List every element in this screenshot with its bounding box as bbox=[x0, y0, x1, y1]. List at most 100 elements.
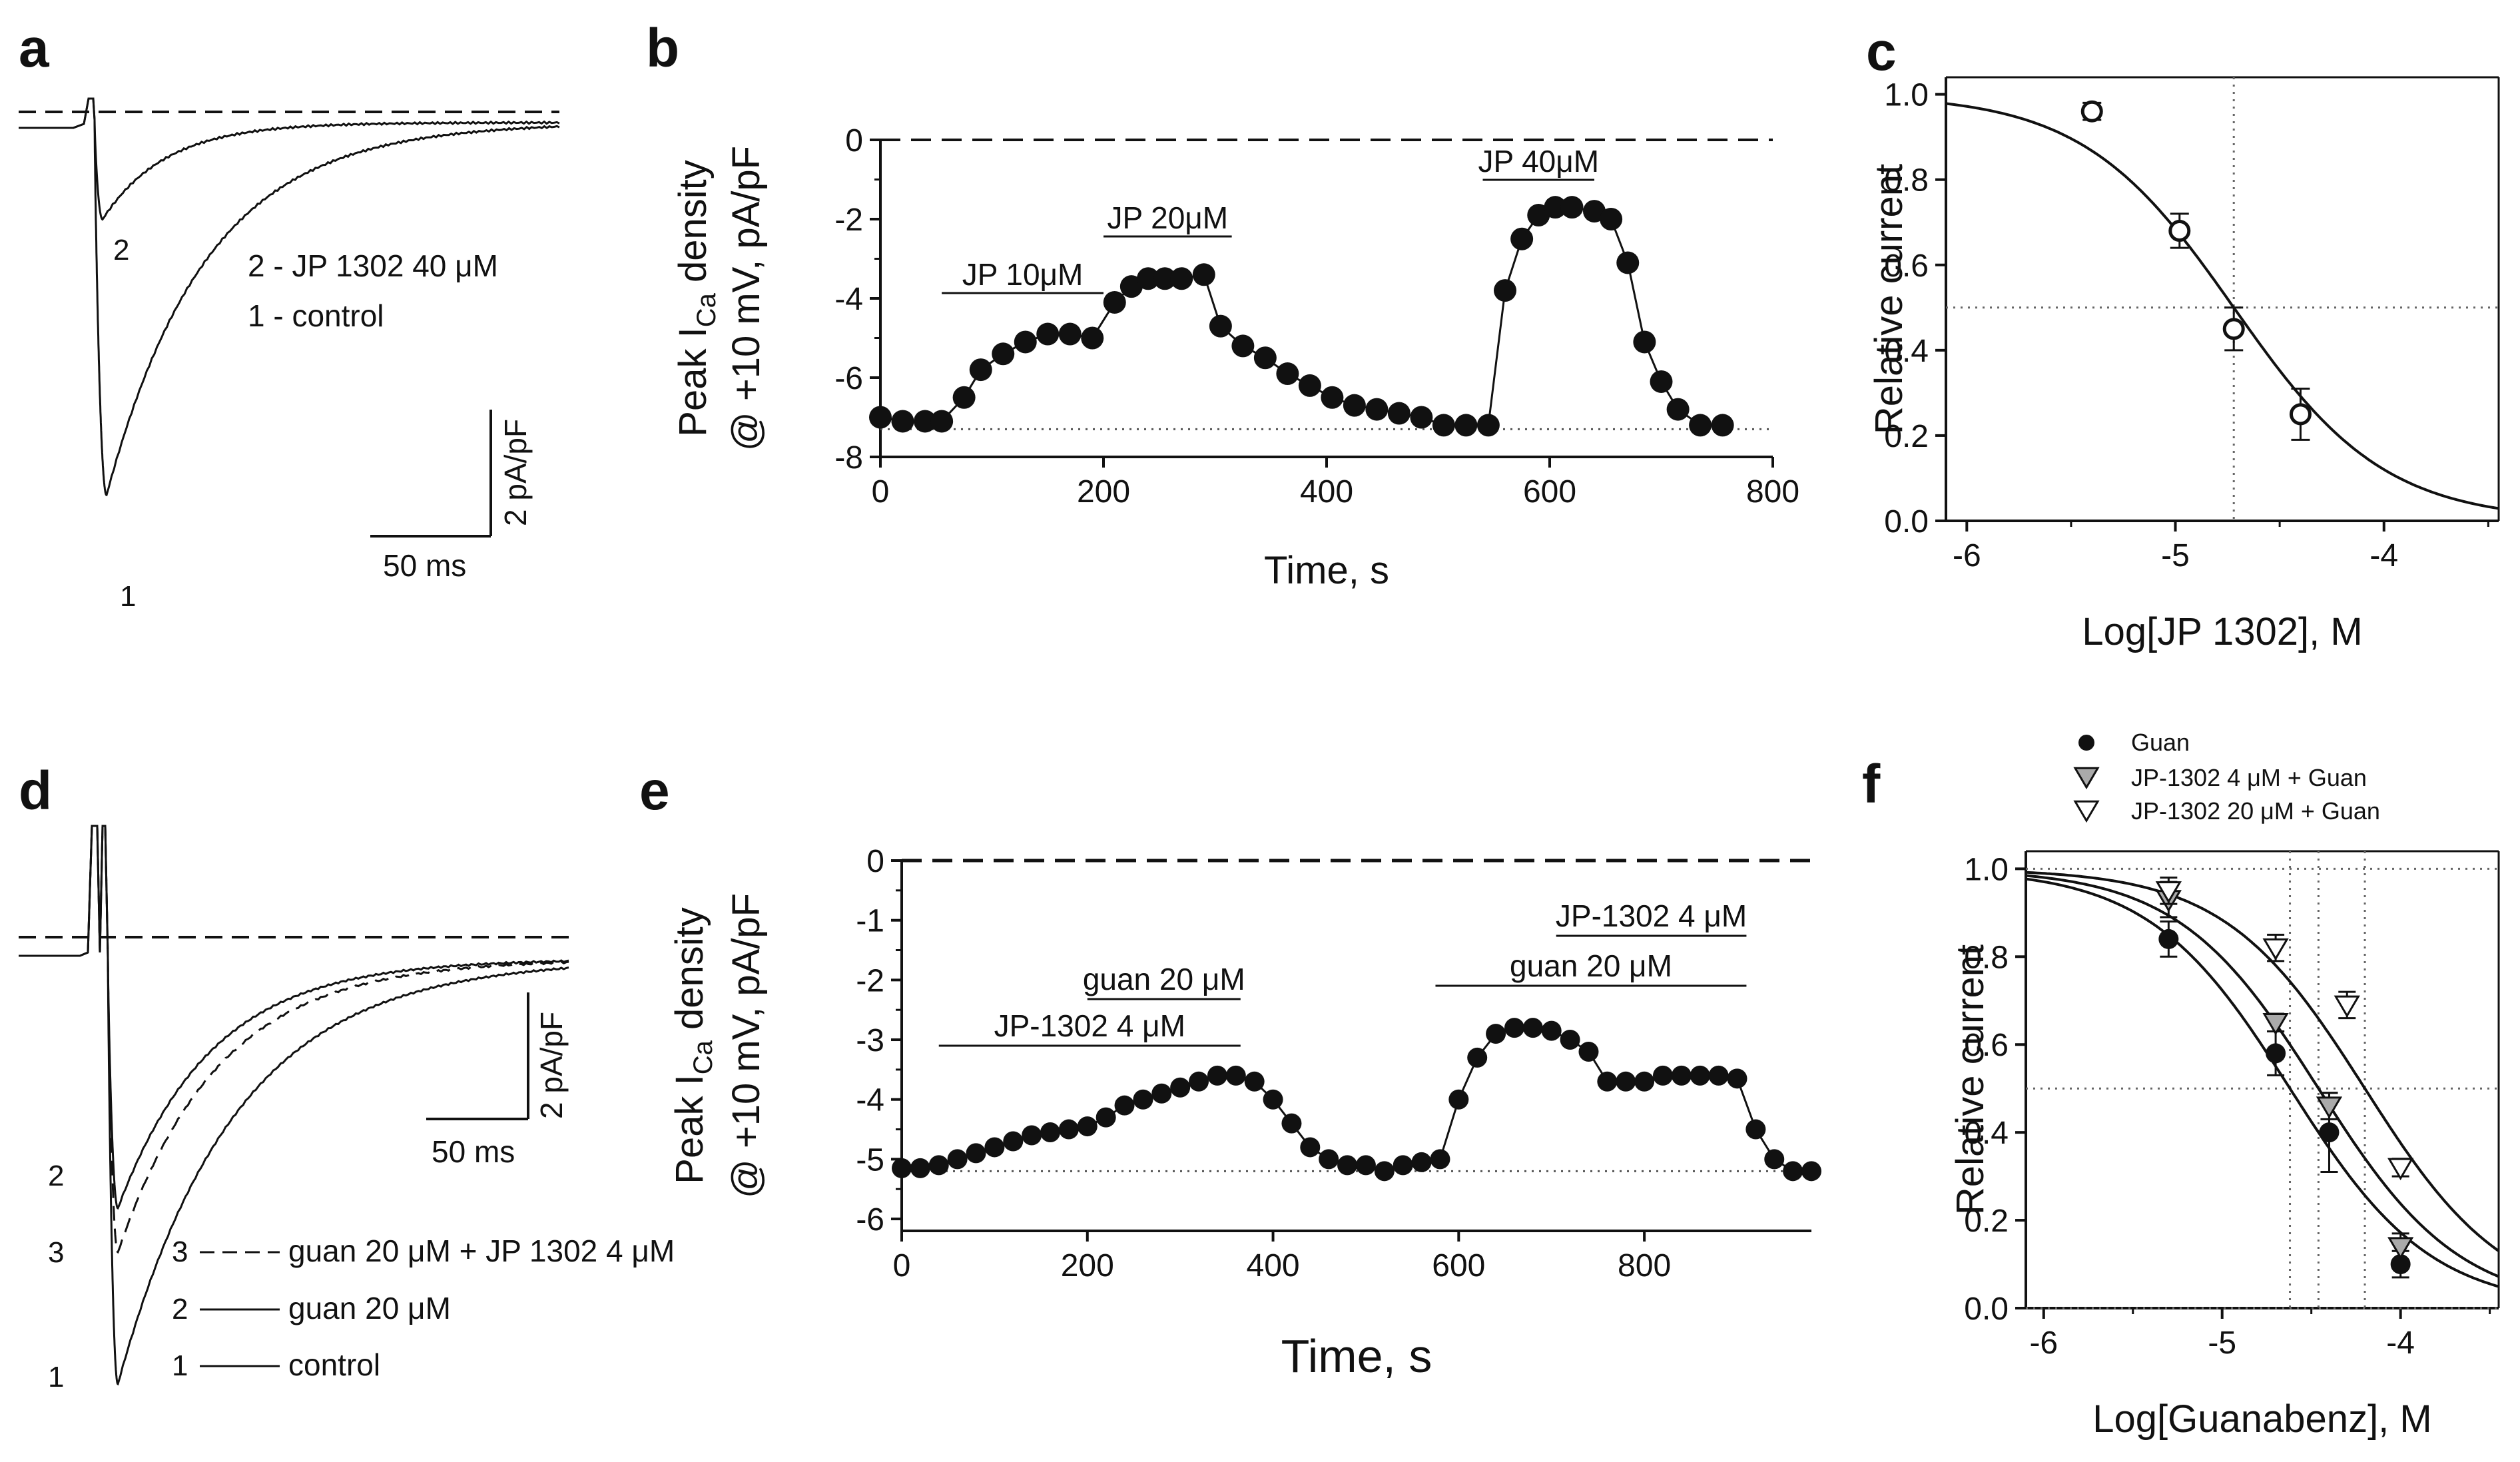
y-axis-label-subscript: Ca bbox=[692, 292, 721, 327]
data-point bbox=[1365, 398, 1389, 421]
data-point bbox=[2222, 318, 2245, 340]
fit-curve bbox=[2025, 874, 2499, 1278]
data-point bbox=[891, 410, 914, 433]
panel-f: f -6 -5 -4 0.0 0.2 0.4 0.6 0.8 1.0 Guan JP-1302 4 μ… bbox=[1862, 729, 2500, 1441]
data-point bbox=[992, 342, 1015, 366]
y-tick-label: -5 bbox=[856, 1142, 884, 1178]
data-point bbox=[1133, 1089, 1153, 1110]
data-point bbox=[2155, 881, 2182, 904]
legend-marker bbox=[2073, 800, 2100, 823]
x-tick-label: -5 bbox=[2161, 538, 2190, 573]
data-point bbox=[910, 1158, 930, 1178]
data-point bbox=[1355, 1155, 1376, 1176]
y-axis-label-line2: @ +10 mV, pA/pF bbox=[725, 146, 768, 451]
data-point bbox=[1300, 1137, 1321, 1158]
legend-label: Guan bbox=[2131, 729, 2190, 756]
data-point bbox=[1510, 227, 1534, 250]
drug-bar-label: guan 20 μM bbox=[1083, 962, 1245, 996]
data-point bbox=[1560, 196, 1584, 219]
trace-guan-jp bbox=[19, 825, 569, 1254]
drug-bar-label: guan 20 μM bbox=[1510, 948, 1672, 983]
y-tick-label: 0 bbox=[866, 844, 884, 879]
legend-jp-40: 2 - JP 1302 40 μM bbox=[248, 248, 498, 283]
data-point bbox=[1411, 1152, 1432, 1172]
trace-number-1: 1 bbox=[48, 1361, 64, 1393]
x-tick-label: 600 bbox=[1523, 474, 1576, 510]
y-axis-label: Relative current bbox=[1949, 944, 1992, 1215]
scalebar-y-label: 2 pA/pF bbox=[498, 419, 533, 526]
data-point bbox=[1801, 1161, 1821, 1182]
data-point bbox=[1209, 314, 1232, 338]
legend-label: JP-1302 20 μM + Guan bbox=[2131, 797, 2380, 825]
data-point bbox=[1448, 1089, 1469, 1110]
scalebar-x-label: 50 ms bbox=[383, 548, 466, 583]
data-point bbox=[2168, 220, 2191, 242]
data-point bbox=[2262, 938, 2289, 961]
panel-label: b bbox=[646, 18, 679, 79]
trace-jp-40 bbox=[19, 97, 560, 221]
data-point bbox=[930, 410, 954, 433]
y-tick-label: 0.0 bbox=[1884, 504, 1929, 540]
y-tick-label: 1.0 bbox=[1884, 78, 1929, 113]
trace-number-3: 3 bbox=[48, 1236, 64, 1269]
y-tick-label: 0.4 bbox=[1884, 334, 1929, 369]
data-point bbox=[1544, 196, 1567, 219]
data-point bbox=[1671, 1065, 1692, 1086]
x-axis-label: Time, s bbox=[1264, 549, 1389, 592]
data-point bbox=[1207, 1065, 1227, 1086]
data-point bbox=[1522, 1018, 1543, 1038]
data-point bbox=[2316, 1096, 2343, 1119]
y-tick-label: 0.0 bbox=[1964, 1291, 2009, 1327]
x-tick-label: 800 bbox=[1746, 474, 1799, 510]
data-point bbox=[1189, 1071, 1209, 1092]
y-tick-label: 0 bbox=[845, 123, 863, 159]
data-point bbox=[1096, 1107, 1116, 1128]
y-tick-label: -6 bbox=[834, 361, 863, 396]
fit-curve bbox=[1945, 102, 2499, 510]
data-point bbox=[1137, 267, 1159, 290]
data-point bbox=[1337, 1155, 1358, 1176]
data-point bbox=[1003, 1131, 1024, 1152]
y-axis-label: Relative current bbox=[1867, 164, 1911, 434]
data-point bbox=[1745, 1119, 1766, 1140]
data-point bbox=[1600, 208, 1623, 230]
data-point bbox=[1103, 290, 1126, 314]
data-point bbox=[1541, 1020, 1562, 1041]
panel-label: e bbox=[639, 761, 670, 821]
x-tick-label: -6 bbox=[2029, 1325, 2058, 1361]
data-point bbox=[2289, 403, 2312, 426]
x-axis-label: Log[Guanabenz], M bbox=[2092, 1397, 2431, 1441]
x-tick-label: 200 bbox=[1077, 474, 1130, 510]
data-point bbox=[1689, 414, 1712, 437]
trace-control bbox=[19, 825, 569, 1386]
data-point bbox=[1192, 263, 1215, 286]
legend-number: 2 bbox=[172, 1293, 188, 1325]
data-point bbox=[1058, 322, 1082, 346]
data-point bbox=[869, 406, 892, 429]
y-tick-label: -3 bbox=[856, 1023, 884, 1058]
data-point bbox=[1486, 1024, 1506, 1044]
drug-bar-label: JP-1302 4 μM bbox=[994, 1008, 1185, 1043]
panel-c: c -6 -5 -4 0.0 0.2 0.4 0.6 0.8 1.0 Relative curren… bbox=[1866, 21, 2500, 653]
trace-guan-20 bbox=[19, 825, 569, 1210]
legend-label: guan 20 μM + JP 1302 4 μM bbox=[288, 1234, 675, 1268]
y-axis-label: Peak ICa density bbox=[671, 160, 721, 436]
data-point bbox=[914, 410, 936, 433]
panel-b: b 0 200 400 600 800 0 -2 -4 -6 -8 JP 10μM JP 20μM JP … bbox=[646, 18, 1799, 592]
y-tick-label: -1 bbox=[856, 904, 884, 939]
drug-bar-label: JP-1302 4 μM bbox=[1556, 899, 1747, 933]
data-point bbox=[1387, 402, 1411, 425]
x-axis-label: Log[JP 1302], M bbox=[2082, 610, 2362, 653]
data-point bbox=[1077, 1116, 1098, 1137]
data-point bbox=[1170, 267, 1193, 290]
y-tick-label: 0.2 bbox=[1884, 419, 1929, 454]
data-point bbox=[1783, 1161, 1803, 1182]
data-point bbox=[1708, 1065, 1729, 1086]
x-tick-label: 400 bbox=[1300, 474, 1353, 510]
x-tick-label: 0 bbox=[893, 1248, 911, 1283]
data-point bbox=[2387, 1237, 2414, 1260]
data-point bbox=[1650, 370, 1673, 393]
data-point bbox=[1393, 1155, 1413, 1176]
y-axis-label: Peak ICa density bbox=[668, 907, 718, 1184]
